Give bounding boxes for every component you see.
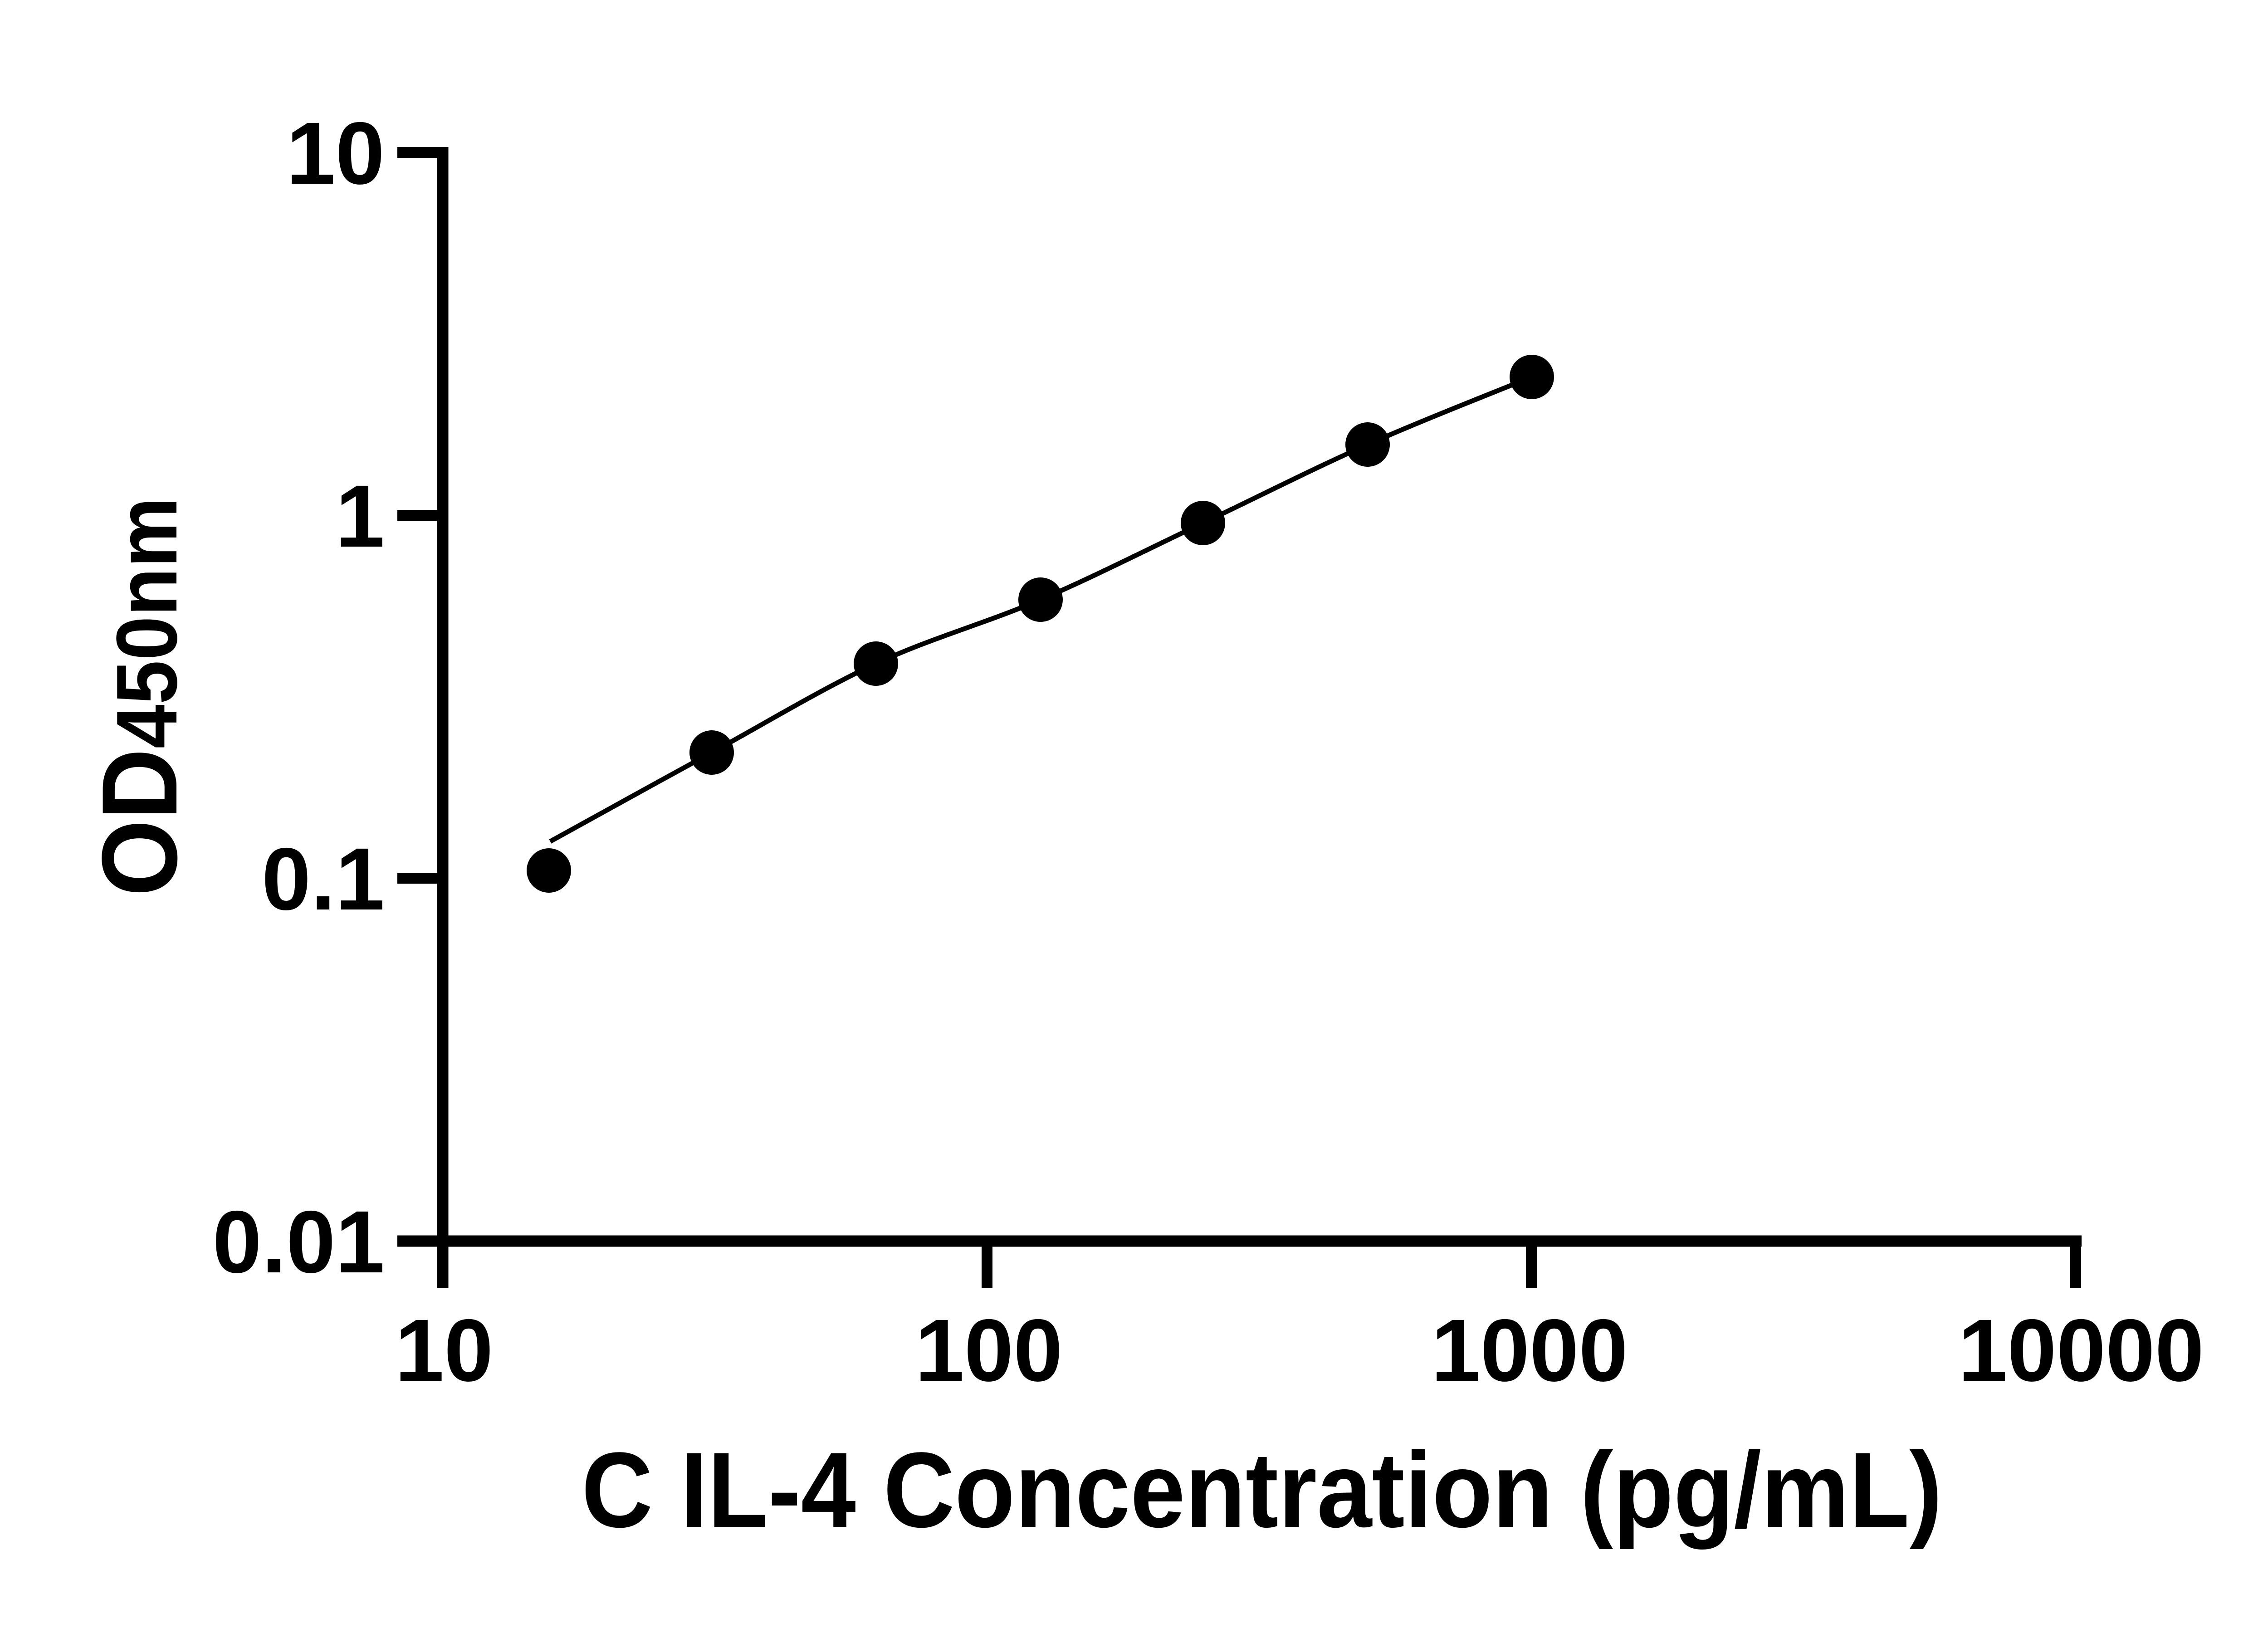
- svg-text:100: 100: [915, 1301, 1062, 1400]
- svg-text:1000: 1000: [1431, 1301, 1628, 1400]
- svg-text:10000: 10000: [1958, 1301, 2204, 1400]
- svg-text:10: 10: [286, 104, 385, 203]
- svg-text:0.1: 0.1: [262, 830, 385, 929]
- svg-text:10: 10: [395, 1301, 494, 1400]
- svg-text:0.01: 0.01: [212, 1193, 385, 1291]
- svg-text:C IL-4 Concentration (pg/mL): C IL-4 Concentration (pg/mL): [582, 1430, 1942, 1550]
- svg-text:OD450nm: OD450nm: [80, 497, 200, 896]
- svg-text:1: 1: [336, 467, 385, 566]
